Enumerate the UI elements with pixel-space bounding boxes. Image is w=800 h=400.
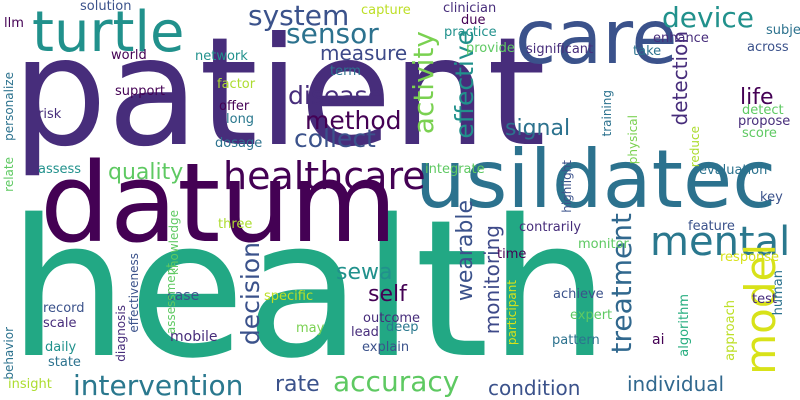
cloud-word-factor: factor <box>217 77 256 92</box>
cloud-word-system: system <box>248 0 350 32</box>
cloud-word-term: term <box>330 64 361 79</box>
cloud-word-patient: patient <box>12 6 546 180</box>
cloud-word-accuracy: accuracy <box>333 365 460 398</box>
cloud-word-mobile: mobile <box>170 329 218 345</box>
cloud-word-test: test <box>752 292 777 307</box>
cloud-word-intervention: intervention <box>73 369 244 400</box>
cloud-word-llm: llm <box>4 16 24 31</box>
cloud-word-insight: insight <box>8 377 52 392</box>
cloud-word-significant: significant <box>526 42 594 57</box>
cloud-word-provide: provide <box>466 41 515 56</box>
cloud-word-decision: decision <box>236 242 265 346</box>
cloud-word-across: across <box>747 40 789 55</box>
cloud-word-device: device <box>662 1 754 34</box>
cloud-word-treatment: treatment <box>605 213 638 354</box>
cloud-word-ai: ai <box>652 332 665 348</box>
cloud-word-wearable: wearable <box>453 200 478 302</box>
cloud-word-datum: datum <box>40 139 398 267</box>
cloud-word-monitor: monitor <box>578 237 629 252</box>
cloud-word-practice: practice <box>444 25 497 40</box>
cloud-word-support: support <box>115 84 165 99</box>
cloud-word-evaluation: evaluation <box>699 163 768 178</box>
cloud-word-reduce: reduce <box>688 126 702 168</box>
cloud-word-daily: daily <box>45 340 77 355</box>
cloud-word-training: training <box>600 90 614 137</box>
cloud-word-due: due <box>461 13 486 28</box>
cloud-word-disease: disease <box>288 81 383 110</box>
cloud-word-case: case <box>167 288 200 304</box>
cloud-word-collect: collect <box>294 124 376 153</box>
cloud-word-outcome: outcome <box>363 311 421 326</box>
cloud-word-rate: rate <box>275 372 320 397</box>
cloud-word-long: long <box>226 112 255 127</box>
cloud-word-offer: offer <box>219 99 250 114</box>
cloud-word-effectiveness: effectiveness <box>127 253 141 333</box>
cloud-word-approach: approach <box>723 300 738 361</box>
cloud-word-assess: assess <box>38 162 82 177</box>
cloud-word-mental: mental <box>650 219 791 265</box>
cloud-word-diagnosis: diagnosis <box>114 305 128 362</box>
cloud-word-relate: relate <box>2 157 16 192</box>
cloud-word-specific: specific <box>264 289 314 304</box>
cloud-word-expert: expert <box>570 308 613 323</box>
cloud-word-enhance: enhance <box>653 31 709 46</box>
cloud-word-three: three <box>218 217 253 232</box>
cloud-word-state: state <box>48 355 81 370</box>
cloud-word-lead: lead <box>351 325 379 340</box>
cloud-word-may: may <box>296 321 325 336</box>
cloud-word-capture: capture <box>361 3 411 18</box>
cloud-word-deep: deep <box>386 320 419 335</box>
cloud-word-healthcare: healthcare <box>223 154 426 198</box>
cloud-word-solution: solution <box>80 0 132 14</box>
cloud-word-condition: condition <box>488 376 581 400</box>
cloud-word-human: human <box>771 270 786 316</box>
cloud-word-network: network <box>195 49 248 64</box>
cloud-word-response: response <box>720 250 780 265</box>
cloud-word-time: time <box>497 247 527 262</box>
cloud-word-record: record <box>43 301 85 316</box>
cloud-word-integrate: integrate <box>425 162 485 177</box>
cloud-word-participant: participant <box>505 280 519 346</box>
cloud-word-signal: signal <box>505 116 571 141</box>
cloud-word-clinician: clinician <box>443 1 497 16</box>
cloud-word-explain: explain <box>362 340 410 355</box>
cloud-word-method: method <box>305 106 402 135</box>
cloud-word-sewa: sewa <box>336 260 393 285</box>
cloud-word-scale: scale <box>43 316 77 331</box>
cloud-word-assessment: assessment <box>164 263 178 335</box>
cloud-word-monitoring: monitoring <box>480 225 504 335</box>
cloud-word-personalize: personalize <box>2 72 16 141</box>
cloud-word-activity: activity <box>407 31 440 135</box>
cloud-word-usildatec: usildatec <box>415 133 777 226</box>
cloud-word-algorithm: algorithm <box>677 294 692 357</box>
cloud-word-physical: physical <box>626 115 640 165</box>
cloud-word-detect: detect <box>742 103 784 118</box>
cloud-word-individual: individual <box>627 372 725 396</box>
cloud-word-self: self <box>368 282 407 307</box>
cloud-word-risk: risk <box>38 107 62 122</box>
cloud-word-highlight: highlight <box>560 160 574 213</box>
cloud-word-behavior: behavior <box>2 327 16 380</box>
cloud-word-propose: propose <box>738 114 791 129</box>
cloud-word-contrarily: contrarily <box>519 220 582 235</box>
cloud-word-key: key <box>760 190 783 205</box>
cloud-word-score: score <box>742 126 777 141</box>
cloud-word-achieve: achieve <box>553 287 604 302</box>
cloud-word-feature: feature <box>688 219 735 234</box>
cloud-word-subject: subject <box>766 23 800 38</box>
cloud-word-pattern: pattern <box>552 333 600 348</box>
cloud-word-measure: measure <box>320 41 408 65</box>
cloud-word-turtle: turtle <box>32 0 185 65</box>
cloud-word-dosage: dosage <box>215 136 263 151</box>
cloud-word-care: care <box>515 0 678 81</box>
cloud-word-life: life <box>740 85 774 110</box>
cloud-word-health: health <box>8 179 610 400</box>
cloud-word-quality: quality <box>108 160 184 185</box>
cloud-word-world: world <box>111 48 147 63</box>
cloud-word-sensor: sensor <box>286 17 379 50</box>
cloud-word-take: take <box>633 44 662 59</box>
